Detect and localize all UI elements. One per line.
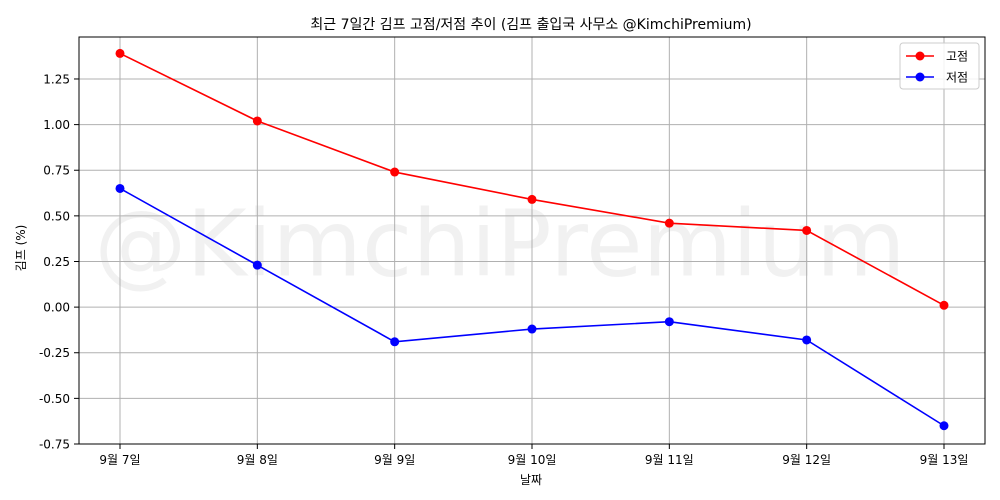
data-point [115,183,125,193]
x-tick-label: 9월 11일 [645,453,694,467]
y-tick-label: 0.75 [43,164,70,178]
legend-marker [915,51,925,61]
data-point [390,167,400,177]
data-point [527,324,537,334]
data-point [527,194,537,204]
x-axis-label: 날짜 [520,473,542,487]
legend-entry-high: 고점 [906,50,968,64]
data-point [802,335,812,345]
y-tick-label: 1.00 [43,118,70,132]
x-tick-label: 9월 10일 [508,453,557,467]
legend-label: 고점 [946,50,968,64]
legend-entry-low: 저점 [906,71,968,85]
legend-marker [915,72,925,82]
legend: 고점 저점 [899,42,980,90]
data-point [664,317,674,327]
x-tick-label: 9월 13일 [920,453,969,467]
y-tick-label: 0.50 [43,209,70,223]
x-tick-label: 9월 7일 [99,453,140,467]
y-tick-label: -0.25 [39,346,70,360]
y-tick-label: 1.25 [43,72,70,86]
y-tick-label: -0.75 [39,438,70,452]
data-point [115,48,125,58]
legend-label: 저점 [946,71,968,85]
y-tick-label: 0.00 [43,301,70,315]
series-layer [115,48,949,431]
axis-ticks: 9월 7일 9월 8일 9월 9일 9월 10일 9월 11일 9월 12일 9월 13일 -… [39,72,968,467]
data-point [802,225,812,235]
x-tick-label: 9월 8일 [237,453,278,467]
data-point [252,116,262,126]
chart-title: 최근 7일간 김프 고점/저점 추이 (김프 출입국 사무소 @KimchiPr… [310,17,751,33]
data-point [252,260,262,270]
data-point [664,218,674,228]
data-point [390,337,400,347]
watermark: @KimchiPremium [94,190,905,297]
data-point [939,421,949,431]
data-point [939,300,949,310]
y-axis-label: 김프 (%) [14,225,28,272]
grid [79,37,985,445]
y-tick-label: 0.25 [43,255,70,269]
y-tick-label: -0.50 [39,392,70,406]
x-tick-label: 9월 12일 [782,453,831,467]
x-tick-label: 9월 9일 [374,453,415,467]
